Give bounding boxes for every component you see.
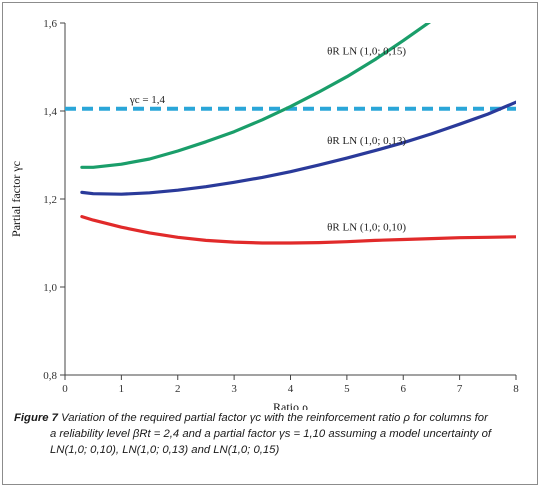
x-tick-label-2: 2 bbox=[175, 383, 181, 395]
x-tick-label-0: 0 bbox=[62, 383, 68, 395]
y-axis-title: Partial factor γc bbox=[9, 161, 23, 237]
x-axis-title: Ratio ρ bbox=[273, 400, 308, 410]
figure-caption: Figure 7 Variation of the required parti… bbox=[14, 410, 529, 458]
y-tick-label-3: 1,4 bbox=[43, 106, 57, 118]
plot-area: 0 1 2 3 4 5 6 7 8 0,8 1,0 1,2 1,4 1,6 Ratio ρ Partial f… bbox=[9, 18, 519, 410]
x-tick-label-3: 3 bbox=[231, 383, 237, 395]
series-label-2: θR LN (1,0; 0,10) bbox=[327, 222, 406, 234]
y-tick-label-4: 1,6 bbox=[43, 18, 57, 30]
caption-line-2: a reliability level βRt = 2,4 and a part… bbox=[50, 428, 491, 440]
reference-line-label: γc = 1,4 bbox=[129, 94, 166, 106]
series-line-2 bbox=[80, 215, 516, 245]
x-tick-label-8: 8 bbox=[513, 383, 519, 395]
x-tick-label-1: 1 bbox=[119, 383, 125, 395]
y-tick-label-0: 0,8 bbox=[43, 370, 57, 382]
caption-line-1: Figure 7 Variation of the required parti… bbox=[14, 410, 529, 426]
caption-line-3: LN(1,0; 0,10), LN(1,0; 0,13) and LN(1,0;… bbox=[50, 444, 280, 456]
series-line-0 bbox=[80, 23, 432, 169]
caption-figure-label: Figure 7 bbox=[14, 412, 58, 424]
x-tick-label-7: 7 bbox=[457, 383, 463, 395]
series-line-1 bbox=[80, 100, 516, 196]
chart: 0 1 2 3 4 5 6 7 8 0,8 1,0 1,2 1,4 1,6 Ratio ρ Partial f… bbox=[9, 18, 519, 410]
x-tick-label-4: 4 bbox=[288, 383, 294, 395]
series-label-1: θR LN (1,0; 0,13) bbox=[327, 135, 406, 147]
series-label-0: θR LN (1,0; 0,15) bbox=[327, 46, 406, 58]
caption-text-1: Variation of the required partial factor… bbox=[61, 412, 488, 424]
x-tick-label-5: 5 bbox=[344, 383, 350, 395]
x-tick-label-6: 6 bbox=[401, 383, 407, 395]
y-tick-label-2: 1,2 bbox=[43, 194, 57, 206]
y-tick-label-1: 1,0 bbox=[43, 282, 57, 294]
